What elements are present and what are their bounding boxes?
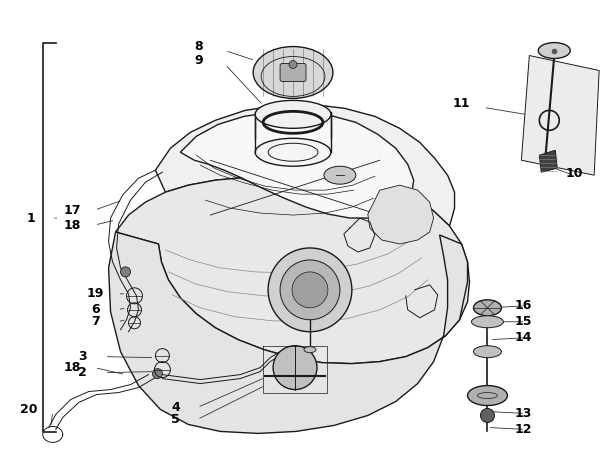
Circle shape — [152, 369, 162, 379]
Ellipse shape — [253, 47, 333, 98]
Text: 5: 5 — [171, 413, 180, 426]
Circle shape — [292, 272, 328, 308]
Text: 19: 19 — [87, 287, 104, 300]
Circle shape — [121, 267, 130, 277]
Text: 1: 1 — [26, 211, 35, 225]
Polygon shape — [181, 113, 414, 218]
Text: 11: 11 — [453, 97, 470, 110]
Text: 15: 15 — [515, 315, 532, 328]
Text: 13: 13 — [515, 407, 532, 420]
Text: 2: 2 — [78, 366, 87, 379]
Text: 3: 3 — [78, 350, 87, 363]
Text: 9: 9 — [194, 54, 203, 67]
Ellipse shape — [304, 347, 316, 352]
Ellipse shape — [474, 300, 501, 316]
Ellipse shape — [255, 100, 331, 128]
Text: 16: 16 — [515, 299, 532, 312]
Ellipse shape — [255, 138, 331, 166]
Text: 14: 14 — [515, 331, 532, 344]
Text: 12: 12 — [515, 423, 532, 436]
Circle shape — [480, 408, 494, 422]
Ellipse shape — [474, 346, 501, 358]
Text: 17: 17 — [64, 204, 81, 217]
Circle shape — [280, 260, 340, 320]
Text: 18: 18 — [64, 361, 81, 374]
Polygon shape — [539, 150, 558, 172]
Polygon shape — [368, 185, 434, 244]
Text: 10: 10 — [565, 167, 583, 180]
Polygon shape — [116, 176, 469, 364]
Ellipse shape — [471, 316, 504, 328]
Circle shape — [273, 346, 317, 390]
Polygon shape — [155, 104, 455, 226]
Circle shape — [289, 60, 297, 68]
Text: 7: 7 — [91, 315, 100, 328]
Polygon shape — [521, 56, 599, 175]
Ellipse shape — [539, 43, 570, 58]
Text: 4: 4 — [171, 401, 180, 414]
Text: 8: 8 — [194, 40, 203, 53]
Text: 20: 20 — [20, 403, 37, 416]
Ellipse shape — [468, 386, 507, 406]
Polygon shape — [108, 232, 468, 433]
Text: 18: 18 — [64, 218, 81, 231]
Text: 6: 6 — [91, 304, 100, 316]
Circle shape — [268, 248, 352, 332]
Ellipse shape — [324, 166, 356, 184]
FancyBboxPatch shape — [280, 64, 306, 81]
